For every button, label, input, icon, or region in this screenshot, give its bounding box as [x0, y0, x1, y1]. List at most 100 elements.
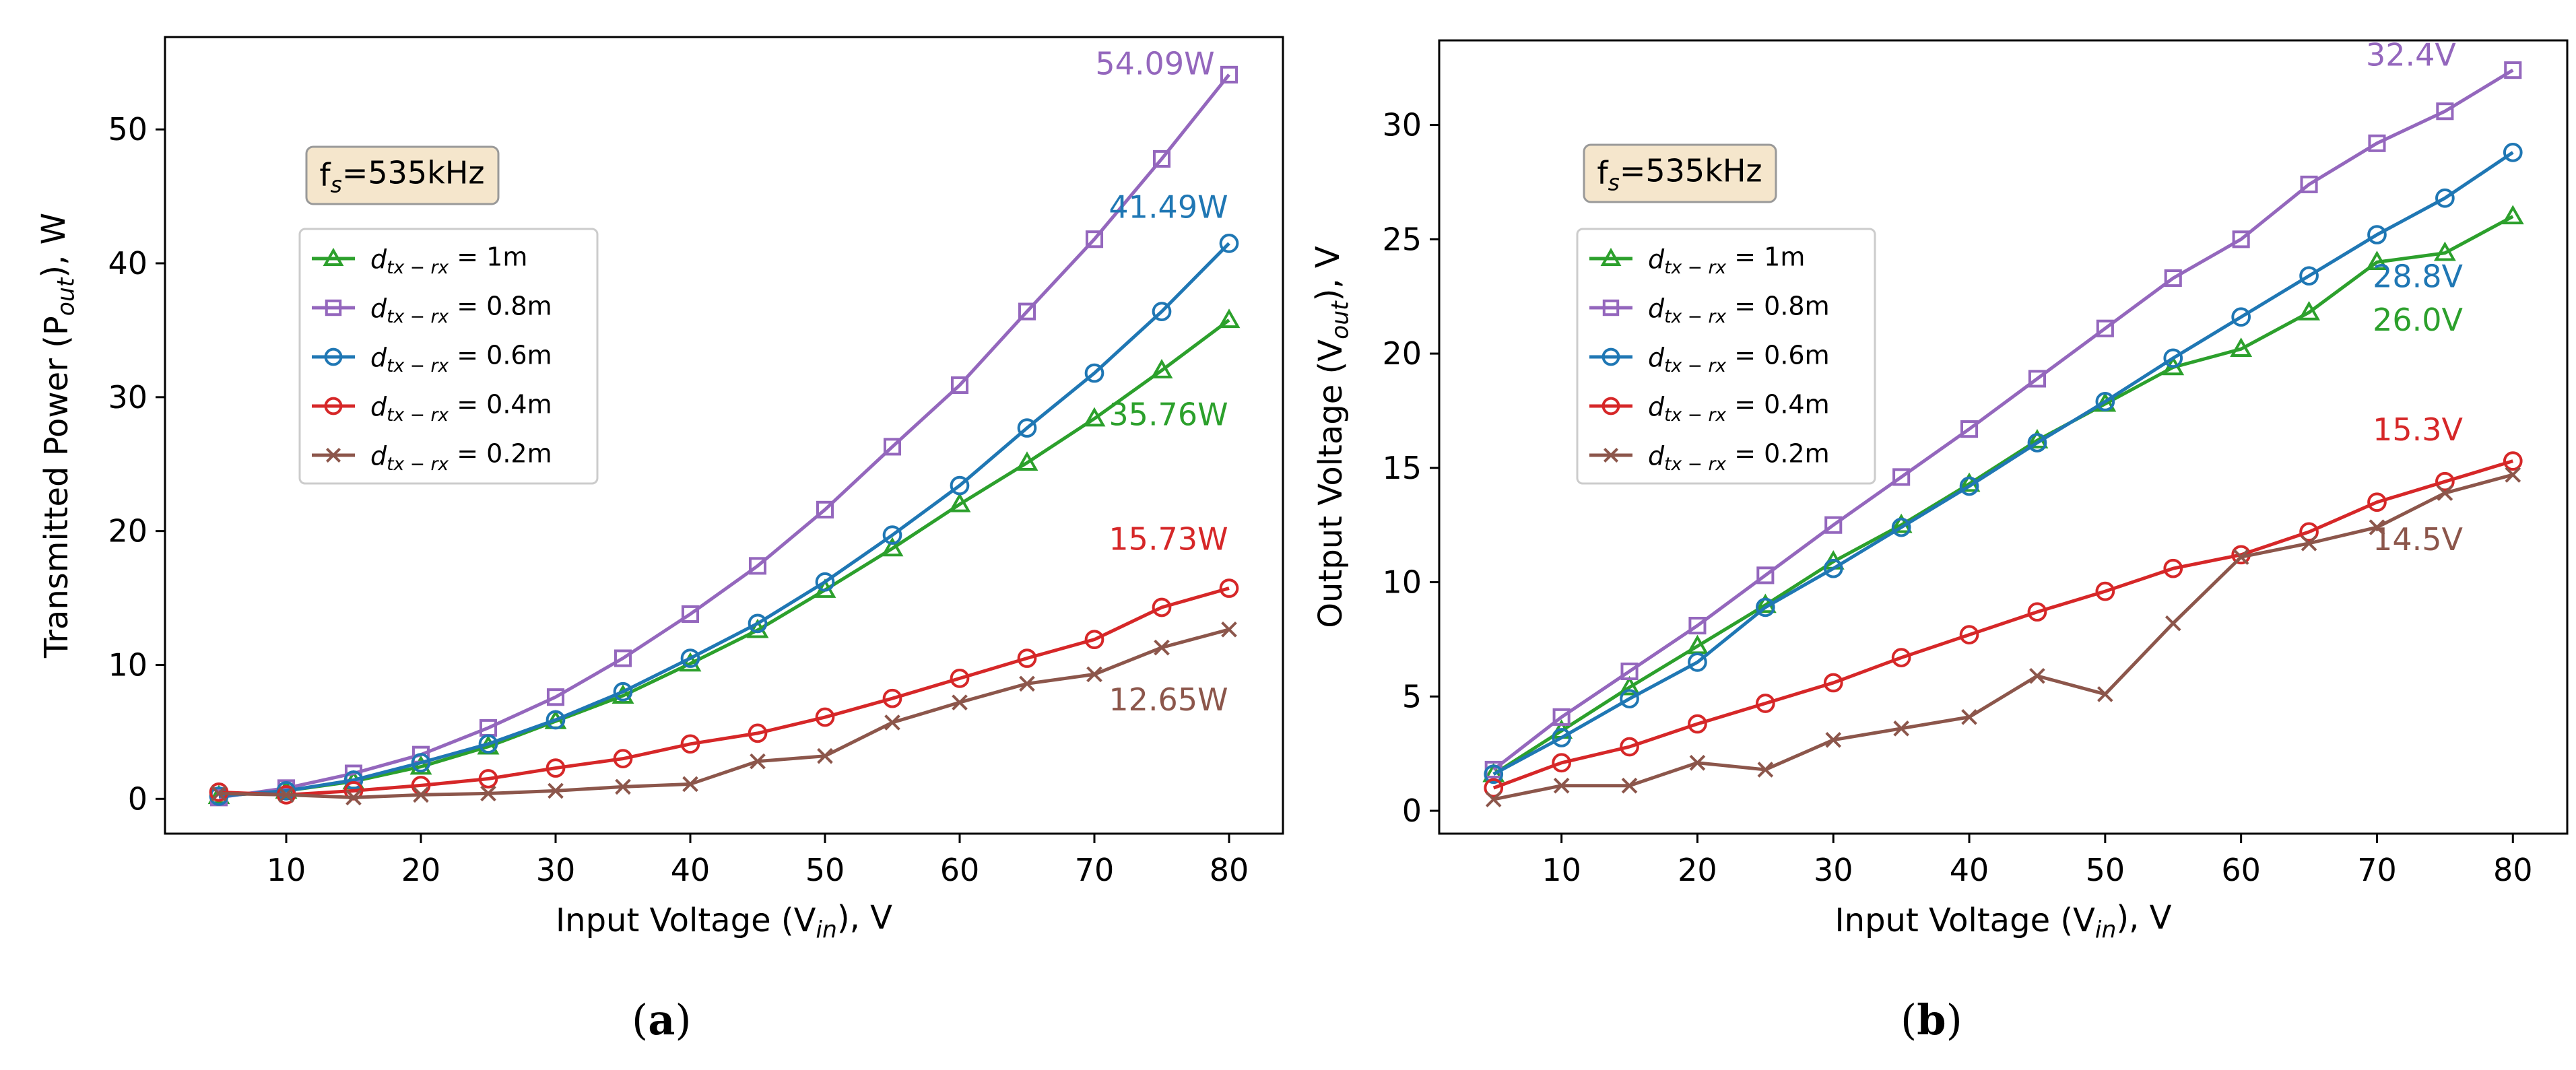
- legend-label: dtx − rx = 0.8m: [370, 292, 552, 327]
- data-point: [1825, 731, 1842, 748]
- series-line: [1492, 215, 2514, 776]
- data-point: [1756, 566, 1775, 584]
- data-point: [2163, 348, 2183, 368]
- series-0.8m: [209, 65, 1239, 807]
- series-0.4m: [209, 578, 1239, 805]
- legend-entry-0.4m: dtx − rx = 0.4m: [1589, 390, 1830, 426]
- data-point: [2163, 558, 2183, 578]
- data-point: [882, 688, 902, 708]
- data-point: [748, 723, 768, 743]
- legend-entry-0.2m: dtx − rx = 0.2m: [1589, 439, 1830, 475]
- x-tick-label: 20: [401, 852, 441, 888]
- y-tick-label: 25: [1382, 221, 1422, 257]
- data-point: [1219, 234, 1239, 253]
- x-tick-label: 10: [1542, 852, 1581, 888]
- value-annotation: 54.09W: [1095, 46, 1214, 82]
- tick-layer: 10 20 30 40 50 60 70 80 0 10 20 30 40 50: [108, 111, 1249, 888]
- data-point: [2301, 535, 2317, 551]
- frequency-label: fs=535kHz: [319, 154, 484, 197]
- data-point: [1484, 778, 1504, 798]
- data-point: [1620, 737, 1639, 757]
- data-point: [2095, 392, 2115, 411]
- y-tick-label: 10: [108, 646, 147, 683]
- legend-label: dtx − rx = 0.8m: [1648, 292, 1830, 327]
- legend-marker: [1603, 447, 1619, 463]
- data-point: [1552, 728, 1571, 747]
- series-line: [218, 628, 1230, 799]
- y-tick-label: 20: [108, 513, 147, 549]
- series-0.2m: [1485, 467, 2521, 807]
- data-point: [1552, 753, 1571, 773]
- data-point: [2230, 337, 2253, 358]
- data-point: [2231, 307, 2251, 327]
- data-point: [2029, 667, 2045, 684]
- legend-marker: [324, 397, 343, 415]
- legend-frame: [1576, 228, 1876, 485]
- value-annotation: 41.49W: [1109, 189, 1228, 225]
- x-tick-label: 80: [1210, 852, 1249, 888]
- legend-entry-0.6m: dtx − rx = 0.6m: [312, 341, 552, 376]
- data-point: [546, 758, 566, 778]
- value-annotation: 14.5V: [2373, 521, 2463, 558]
- legend-entry-0.8m: dtx − rx = 0.8m: [1589, 292, 1830, 327]
- y-tick-label: 5: [1402, 678, 1422, 714]
- legend-marker: [1601, 397, 1620, 415]
- data-point: [409, 755, 432, 775]
- series-line: [1493, 473, 2513, 801]
- data-point: [1484, 764, 1504, 784]
- data-point: [2435, 188, 2455, 208]
- data-point: [1552, 708, 1571, 726]
- legend: dtx − rx = 1m dtx − rx = 0.8m dtx − rx = 0…: [298, 228, 599, 485]
- data-point: [948, 492, 971, 512]
- series-0.4m: [1484, 451, 2523, 798]
- data-point: [613, 749, 633, 769]
- data-point: [1621, 777, 1638, 794]
- plot-frame: [164, 36, 1284, 835]
- data-point: [1755, 694, 1775, 713]
- legend-entry-1m: dtx − rx = 1m: [312, 242, 527, 278]
- data-point: [343, 770, 364, 790]
- data-point: [1218, 308, 1241, 329]
- data-point: [950, 376, 969, 394]
- data-point: [1893, 721, 1909, 737]
- data-point: [1219, 578, 1239, 598]
- frequency-label: fs=535kHz: [1597, 152, 1762, 195]
- x-tick-label: 30: [536, 852, 576, 888]
- y-tick-label: 30: [1382, 107, 1422, 143]
- legend: dtx − rx = 1m dtx − rx = 0.8m dtx − rx = 0…: [1576, 228, 1876, 485]
- data-point: [2437, 485, 2453, 501]
- plot-frame: [1438, 39, 2569, 835]
- x-tick-label: 50: [805, 852, 845, 888]
- frequency-box: fs=535kHz: [1583, 143, 1777, 203]
- x-tick-label: 60: [940, 852, 980, 888]
- data-point: [748, 613, 768, 634]
- legend-marker: [325, 447, 341, 463]
- data-point: [748, 557, 767, 575]
- data-point: [1083, 407, 1106, 427]
- x-tick-label: 40: [1950, 852, 1989, 888]
- data-point: [478, 769, 498, 789]
- data-point: [2369, 519, 2385, 535]
- legend-marker: [1600, 247, 1622, 266]
- legend-label: dtx − rx = 0.4m: [1648, 390, 1830, 426]
- data-point: [682, 776, 698, 793]
- data-point: [1152, 149, 1171, 168]
- data-point: [1959, 625, 1979, 645]
- data-point: [1017, 648, 1037, 668]
- series-line: [218, 319, 1230, 798]
- data-point: [2503, 142, 2523, 162]
- data-point: [2503, 451, 2523, 471]
- data-point: [952, 694, 968, 710]
- data-point: [615, 778, 631, 795]
- value-annotation: 26.0V: [2373, 302, 2463, 338]
- data-point: [546, 688, 565, 706]
- series-0.2m: [211, 621, 1237, 806]
- data-point: [2505, 467, 2521, 483]
- data-point: [2095, 581, 2115, 601]
- data-point: [2300, 175, 2318, 193]
- data-point: [1688, 653, 1707, 672]
- legend-frame: [298, 228, 599, 485]
- data-point: [816, 500, 834, 519]
- x-tick-label: 30: [1814, 852, 1853, 888]
